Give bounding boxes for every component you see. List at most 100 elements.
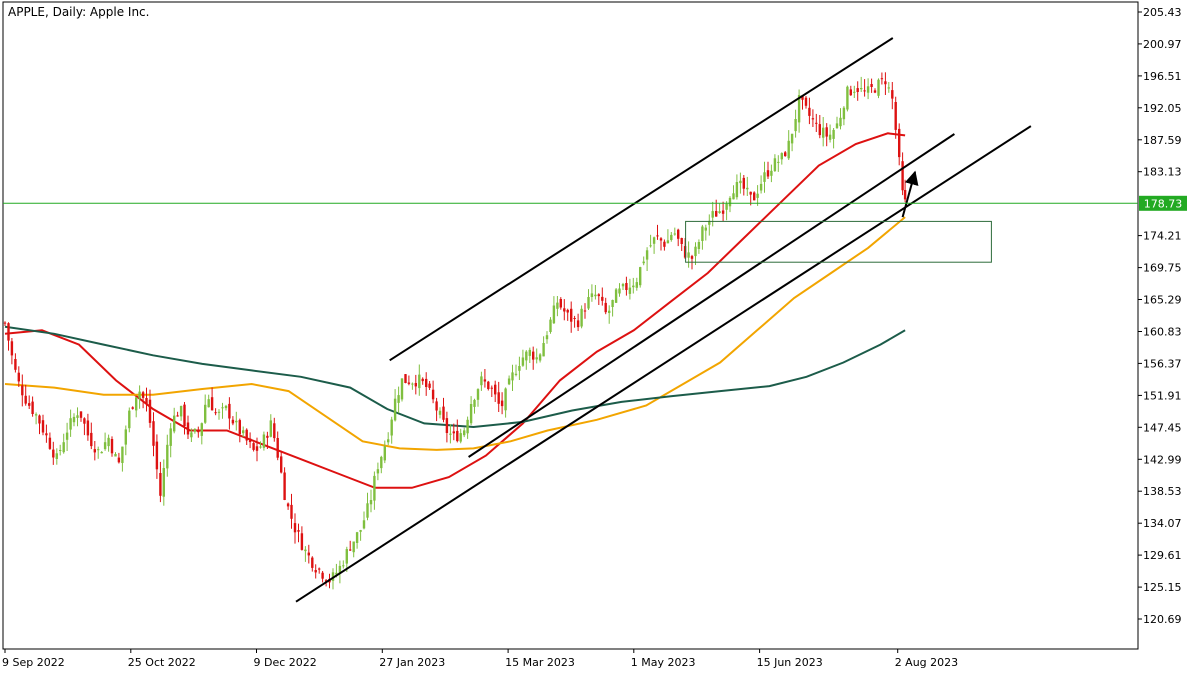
candle-body — [528, 349, 531, 356]
candle-body — [514, 373, 518, 375]
candle-body — [870, 84, 873, 87]
candle-body — [860, 88, 863, 90]
candle-body — [48, 437, 52, 449]
candle-body — [200, 423, 203, 436]
candle-body — [490, 387, 493, 389]
candle-body — [97, 449, 100, 451]
candle-body — [107, 437, 110, 447]
x-tick-label: 9 Sep 2022 — [2, 656, 65, 669]
candle-body — [677, 229, 680, 239]
y-tick-label: 160.83 — [1143, 326, 1182, 339]
candle-body — [525, 351, 528, 361]
candle-body — [749, 191, 752, 195]
candle-body — [425, 378, 428, 387]
candle-body — [601, 296, 604, 301]
candle-body — [34, 414, 38, 416]
candle-body — [259, 446, 262, 448]
x-tick-label: 9 Dec 2022 — [254, 656, 317, 669]
candle-body — [421, 378, 424, 382]
candle-body — [59, 450, 62, 451]
candle-body — [369, 500, 373, 505]
candle-body — [252, 443, 255, 450]
candle-body — [335, 572, 338, 575]
support-zone-rect — [685, 220, 992, 263]
candle-body — [556, 302, 559, 309]
candle-body — [728, 197, 732, 207]
candle-body — [452, 431, 455, 434]
candle-body — [597, 294, 600, 297]
candle-body — [428, 383, 431, 388]
candle-body — [507, 378, 511, 385]
candle-body — [476, 389, 480, 400]
candle-body — [511, 372, 514, 381]
candle-body — [76, 415, 79, 418]
candle-body — [866, 86, 870, 93]
candle-body — [435, 401, 438, 411]
candle-body — [746, 187, 749, 190]
candle-body — [355, 532, 359, 543]
candle-body — [245, 429, 248, 441]
candles — [3, 72, 907, 590]
y-tick-label: 183.13 — [1143, 166, 1182, 179]
candle-body — [790, 133, 794, 144]
y-axis: 205.43 200.97 196.51 192.05 187.59 183.13 174.… — [1138, 6, 1182, 626]
candle-body — [197, 431, 200, 433]
candle-body — [687, 252, 690, 258]
channel-line — [468, 133, 955, 458]
candle-body — [825, 127, 828, 137]
y-tick-label: 147.45 — [1143, 421, 1182, 434]
price-label-background — [1139, 195, 1187, 211]
candle-body — [576, 320, 580, 328]
candle-body — [659, 238, 663, 241]
candle-body — [210, 397, 214, 411]
candle-body — [718, 211, 721, 213]
candle-body — [224, 405, 228, 409]
candle-body — [884, 81, 887, 85]
ma-slow-line — [4, 325, 906, 429]
candle-body — [635, 282, 638, 288]
candle-body — [290, 504, 293, 519]
candle-body — [138, 391, 141, 399]
candle-body — [7, 323, 10, 341]
candle-body — [500, 400, 504, 407]
candle-body — [307, 552, 310, 556]
candle-body — [393, 398, 397, 421]
candle-body — [248, 438, 252, 443]
candle-body — [173, 415, 176, 432]
candle-body — [204, 404, 207, 423]
candle-body — [362, 520, 366, 529]
candle-body — [31, 401, 34, 414]
candle-body — [214, 412, 217, 414]
x-tick-label: 25 Oct 2022 — [128, 656, 196, 669]
candle-body — [266, 435, 269, 438]
candle-body — [449, 433, 452, 435]
y-tick-label: 205.43 — [1143, 6, 1182, 19]
candle-body — [17, 372, 20, 382]
candle-body — [649, 245, 652, 247]
candle-body — [162, 468, 165, 497]
candle-body — [3, 322, 7, 324]
candle-body — [618, 288, 621, 294]
x-tick-label: 27 Jan 2023 — [379, 656, 445, 669]
candle-body — [141, 392, 145, 398]
support-zone — [685, 220, 992, 263]
x-tick-label: 1 May 2023 — [631, 656, 696, 669]
candle-body — [376, 469, 380, 474]
candle-body — [293, 523, 297, 533]
candle-body — [538, 354, 542, 361]
candle-body — [131, 407, 134, 409]
candle-body — [397, 395, 400, 403]
candle-body — [663, 241, 666, 247]
price-label: 178.73 — [1144, 197, 1183, 210]
candle-body — [559, 299, 562, 308]
candle-body — [404, 374, 407, 383]
candle-body — [345, 549, 348, 564]
candle-body — [535, 357, 538, 360]
candle-body — [690, 256, 694, 259]
candle-body — [183, 404, 186, 426]
candle-body — [797, 95, 801, 123]
candle-body — [414, 383, 417, 387]
candle-body — [725, 203, 728, 210]
candle-body — [431, 389, 435, 400]
candle-body — [552, 305, 556, 324]
